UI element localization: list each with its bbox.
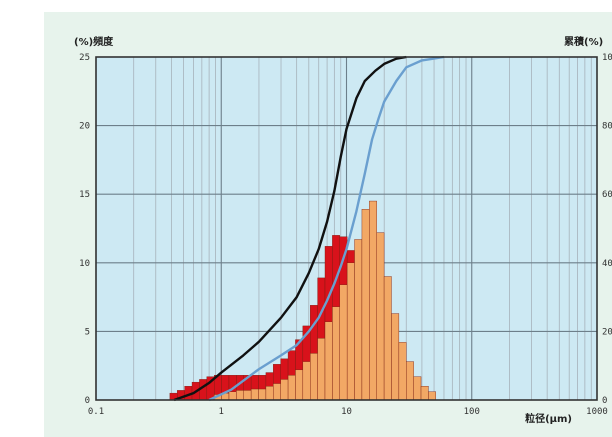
histogram-bar	[354, 239, 363, 401]
x-tick-label: 1000	[586, 407, 608, 417]
x-tick-label: 1	[219, 407, 224, 417]
histogram-bar	[302, 361, 311, 401]
histogram-bar	[265, 386, 274, 401]
y-right-tick-label: 80	[602, 122, 612, 132]
histogram-bar	[376, 232, 385, 401]
histogram-bar	[420, 386, 429, 401]
y-right-tick-label: 100	[602, 53, 612, 63]
y-right-tick-label: 40	[602, 259, 612, 269]
x-tick-label: 0.1	[88, 407, 104, 417]
y-right-tick-label: 20	[602, 327, 612, 337]
histogram-bar	[236, 390, 244, 401]
histogram-bar	[324, 321, 333, 401]
histogram-bar	[339, 284, 348, 401]
histogram-bar	[280, 379, 289, 401]
y-left-tick-label: 15	[79, 190, 90, 200]
cumulative-lines	[173, 55, 445, 402]
histogram-bar	[287, 375, 296, 401]
histogram-bar	[428, 391, 437, 401]
x-tick-label: 10	[341, 407, 352, 417]
y-right-tick-label: 60	[602, 190, 612, 200]
histogram-bar	[310, 353, 318, 401]
y-axis-right-title: 累積(%)	[564, 35, 603, 48]
y-left-tick-label: 0	[85, 396, 90, 406]
histogram-bar	[332, 306, 340, 401]
histogram-bar	[398, 342, 407, 401]
histogram-bar	[406, 361, 414, 401]
histogram-bar	[413, 376, 422, 401]
histogram-bar	[295, 369, 304, 401]
y-axis-left-title: (%)頻度	[74, 35, 114, 48]
histogram-bar	[273, 383, 281, 401]
tick-labels: 0.111010010000510152025020406080100	[79, 53, 612, 417]
y-left-tick-label: 20	[79, 122, 90, 132]
chart: 0.111010010000510152025020406080100 (%)頻…	[74, 35, 612, 425]
plot-frame	[95, 56, 598, 401]
histogram-bar	[383, 276, 392, 401]
chart-panel: 0.111010010000510152025020406080100 (%)頻…	[44, 12, 612, 437]
histogram-bar	[361, 209, 370, 401]
y-right-tick-label: 0	[602, 396, 607, 406]
x-tick-label: 100	[464, 407, 480, 417]
y-left-tick-label: 25	[79, 53, 90, 63]
y-left-tick-label: 10	[79, 259, 90, 269]
histogram-bar	[243, 390, 252, 401]
histogram-bar	[391, 313, 400, 401]
cumulative-line	[173, 55, 407, 402]
cumulative-line	[208, 55, 445, 402]
histogram-bar	[250, 388, 259, 401]
histogram-bar	[317, 338, 326, 401]
histogram-bar	[369, 200, 377, 401]
histogram-bar	[346, 262, 355, 401]
histogram-bar	[228, 391, 237, 401]
y-left-tick-label: 5	[85, 327, 90, 337]
histogram-bar	[258, 388, 267, 401]
x-axis-title: 粒径(μm)	[525, 412, 572, 425]
